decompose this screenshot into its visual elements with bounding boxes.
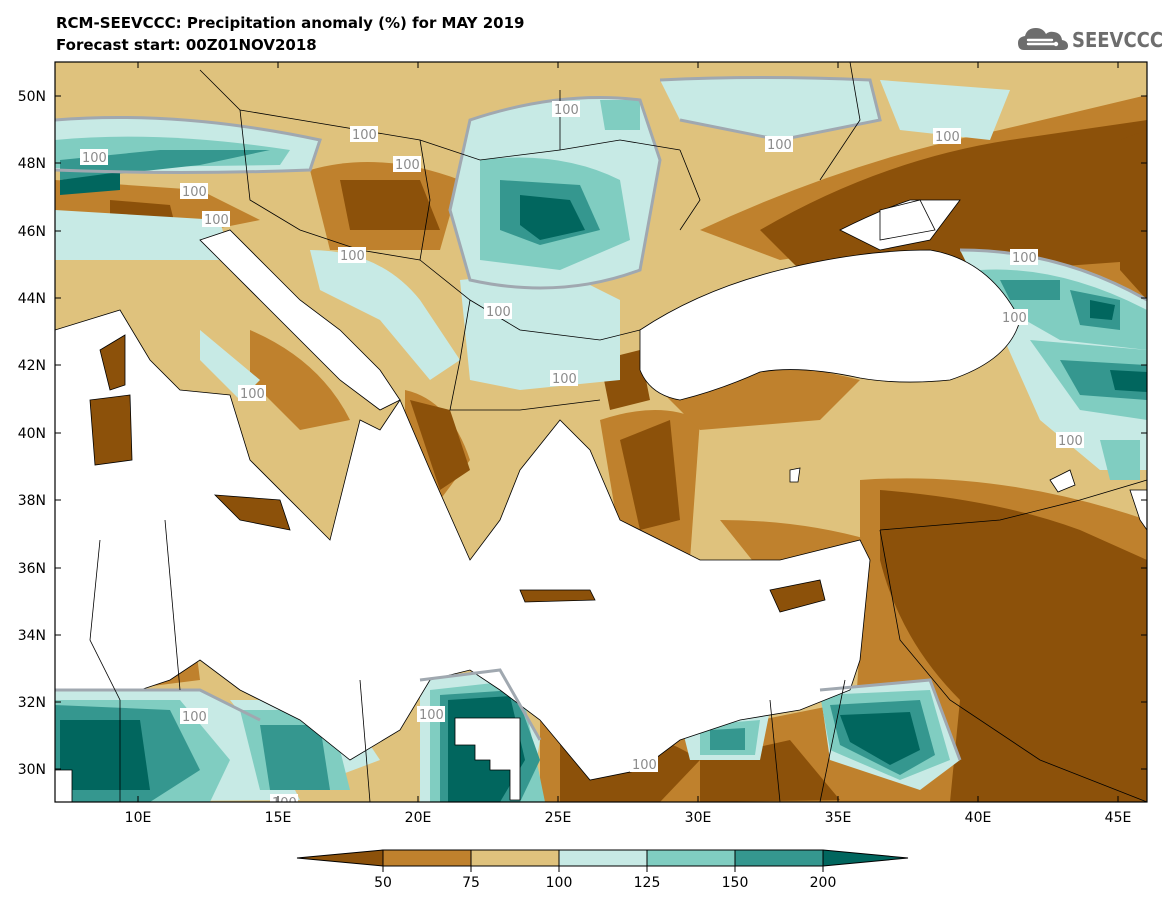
contour-label: 100 [552, 372, 577, 387]
colorbar [296, 849, 909, 872]
cloud-logo-icon [1018, 28, 1068, 50]
colorbar-tick-label: 50 [374, 875, 392, 891]
logo-text: SEEVCCC [1072, 28, 1164, 52]
contour-label: 100 [632, 758, 657, 773]
contour-label: 100 [1002, 311, 1027, 326]
colorbar-150-200 [735, 850, 823, 866]
contour-label: 100 [486, 305, 511, 320]
colorbar-tick-label: 200 [809, 875, 837, 891]
contour-label: 100 [272, 796, 297, 811]
contour-label: 100 [340, 249, 365, 264]
desert-mask [454, 717, 521, 801]
y-tick-label: 46N [18, 224, 46, 240]
y-tick-label: 38N [18, 493, 46, 509]
map-title: RCM-SEEVCCC: Precipitation anomaly (%) f… [56, 14, 525, 32]
x-tick-label: 35E [825, 810, 852, 826]
y-tick-label: 50N [18, 89, 46, 105]
contour-label: 100 [352, 128, 377, 143]
y-tick-label: 48N [18, 156, 46, 172]
contour-label: 100 [82, 151, 107, 166]
contour-label: 100 [240, 387, 265, 402]
mask-lake [1049, 469, 1076, 493]
black-sea [639, 249, 1021, 401]
colorbar-tick-label: 100 [545, 875, 573, 891]
x-tick-label: 30E [685, 810, 712, 826]
sardinia [89, 394, 133, 466]
contour-label: 100 [554, 103, 579, 118]
contour-labels: 100 100 100 100 100 100 100 100 100 100 … [80, 101, 1084, 811]
colorbar-125-150 [647, 850, 735, 866]
sicily [213, 494, 291, 531]
contour-label: 100 [204, 213, 229, 228]
colorbar-above-200 [823, 850, 908, 866]
map-frame [54, 61, 1148, 803]
colorbar-below-50 [297, 850, 383, 866]
forecast-subtitle: Forecast start: 00Z01NOV2018 [56, 36, 317, 54]
y-tick-label: 34N [18, 628, 46, 644]
contour-label: 100 [395, 158, 420, 173]
x-tick-label: 25E [545, 810, 572, 826]
y-tick-label: 44N [18, 291, 46, 307]
x-tick-label: 15E [265, 810, 292, 826]
mediterranean-sea [55, 309, 871, 781]
y-tick-label: 32N [18, 695, 46, 711]
x-tick-label: 45E [1105, 810, 1132, 826]
contour-label: 100 [182, 710, 207, 725]
y-tick-label: 42N [18, 358, 46, 374]
axis-ticks [55, 62, 1147, 802]
crimea-mask [879, 199, 936, 241]
cyprus [769, 579, 826, 613]
contour-label: 100 [419, 708, 444, 723]
corsica [99, 334, 126, 391]
axis-labels: 10E 15E 20E 25E 30E 35E 40E 45E 30N 32N … [18, 89, 1132, 826]
colorbar-tick-label: 75 [462, 875, 480, 891]
contour-label: 100 [182, 185, 207, 200]
colorbar-100-125 [559, 850, 647, 866]
contour-100-lines [55, 76, 1147, 761]
seevccc-logo: SEEVCCC [1016, 22, 1163, 58]
x-tick-label: 20E [405, 810, 432, 826]
sea-mask [55, 199, 1147, 802]
contour-label: 100 [935, 130, 960, 145]
y-tick-label: 36N [18, 561, 46, 577]
colorbar-tick-label: 150 [721, 875, 749, 891]
colorbar-50-75 [383, 850, 471, 866]
mask-tuz [789, 467, 801, 483]
x-tick-label: 10E [125, 810, 152, 826]
contour-label: 100 [1012, 251, 1037, 266]
y-tick-label: 40N [18, 426, 46, 442]
adriatic-sea [199, 229, 401, 411]
islands [89, 199, 936, 613]
contour-label: 100 [1058, 434, 1083, 449]
crete [519, 589, 596, 603]
colorbar-tick-label: 125 [633, 875, 661, 891]
colorbar-75-100 [471, 850, 559, 866]
x-tick-label: 40E [965, 810, 992, 826]
country-borders [89, 62, 1147, 802]
contour-label: 100 [767, 138, 792, 153]
mask-southwest [55, 769, 73, 802]
y-tick-label: 30N [18, 762, 46, 778]
